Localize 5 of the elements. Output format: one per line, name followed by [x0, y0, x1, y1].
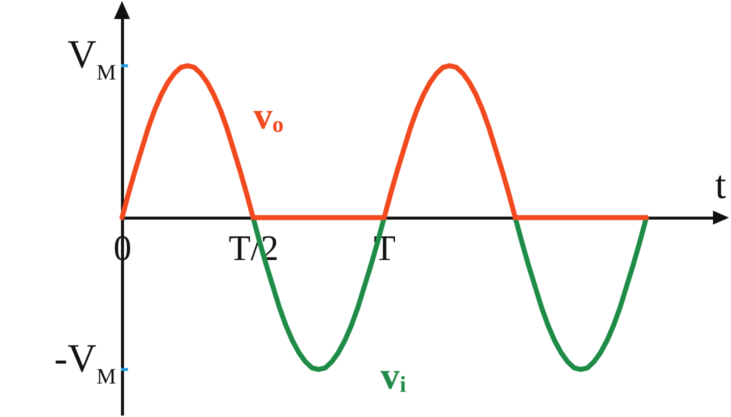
text: -V$_{M}$: [54, 335, 116, 388]
x-axis-title: t: [714, 162, 726, 208]
series-label: vᵢ: [380, 355, 407, 398]
text: V$_{M}$: [68, 32, 116, 85]
series-label: vₒ: [254, 96, 284, 138]
